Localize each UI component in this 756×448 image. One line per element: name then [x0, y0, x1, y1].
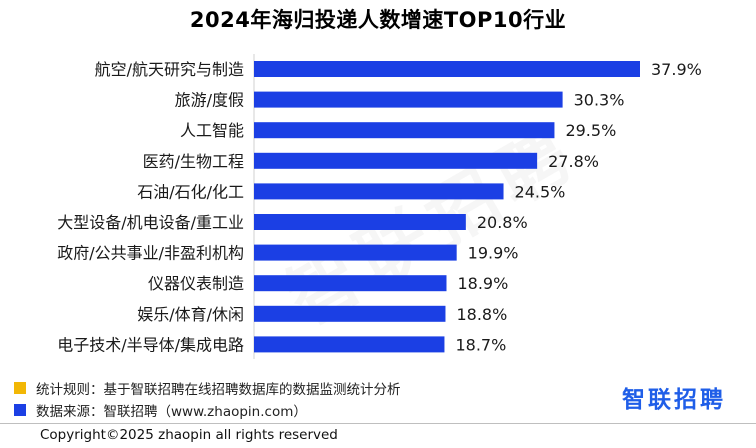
category-label: 仪器仪表制造 — [148, 274, 244, 293]
bar — [254, 305, 446, 322]
legend-rule-text: 统计规则：基于智联招聘在线招聘数据库的数据监测统计分析 — [36, 382, 401, 398]
category-label: 大型设备/机电设备/重工业 — [57, 213, 244, 232]
copyright: Copyright©2025 zhaopin all rights reserv… — [40, 427, 338, 443]
chart-title: 2024年海归投递人数增速TOP10行业 — [189, 8, 567, 32]
legend-source-text: 数据来源：智联招聘（www.zhaopin.com） — [36, 404, 307, 420]
value-label: 37.9% — [651, 60, 702, 79]
category-label: 电子技术/半导体/集成电路 — [57, 335, 244, 354]
value-label: 30.3% — [574, 91, 625, 110]
value-label: 18.7% — [455, 335, 506, 354]
legend-source: 数据来源：智联招聘（www.zhaopin.com） — [14, 400, 307, 420]
value-label: 18.9% — [457, 274, 508, 293]
bar — [254, 122, 555, 139]
category-label: 医药/生物工程 — [143, 152, 244, 171]
bar — [254, 244, 457, 261]
bar — [254, 61, 640, 77]
category-label: 政府/公共事业/非盈利机构 — [57, 244, 244, 263]
legend-rule: 统计规则：基于智联招聘在线招聘数据库的数据监测统计分析 — [14, 378, 401, 398]
bar — [254, 91, 563, 108]
bar — [254, 152, 538, 169]
bar — [254, 275, 447, 292]
category-label: 航空/航天研究与制造 — [95, 60, 244, 79]
bar-chart: 航空/航天研究与制造 37.9% 旅游/度假 30.3% 人工智能 29.5% 医药/生物工… — [57, 54, 702, 359]
bar — [254, 183, 504, 200]
bar — [254, 336, 445, 353]
brand-logo: 智联招聘 — [622, 387, 726, 413]
category-label: 娱乐/体育/休闲 — [137, 305, 244, 324]
category-label: 旅游/度假 — [175, 91, 244, 110]
value-label: 19.9% — [468, 244, 519, 263]
rule-square-icon — [14, 382, 26, 394]
value-label: 20.8% — [477, 213, 528, 232]
category-label: 石油/石化/化工 — [137, 182, 244, 201]
bar — [254, 214, 466, 230]
value-label: 29.5% — [565, 121, 616, 140]
source-square-icon — [14, 404, 26, 416]
footer-divider — [0, 423, 756, 424]
value-label: 18.8% — [456, 305, 507, 324]
category-label: 人工智能 — [180, 121, 244, 140]
value-label: 24.5% — [515, 182, 566, 201]
value-label: 27.8% — [548, 152, 599, 171]
